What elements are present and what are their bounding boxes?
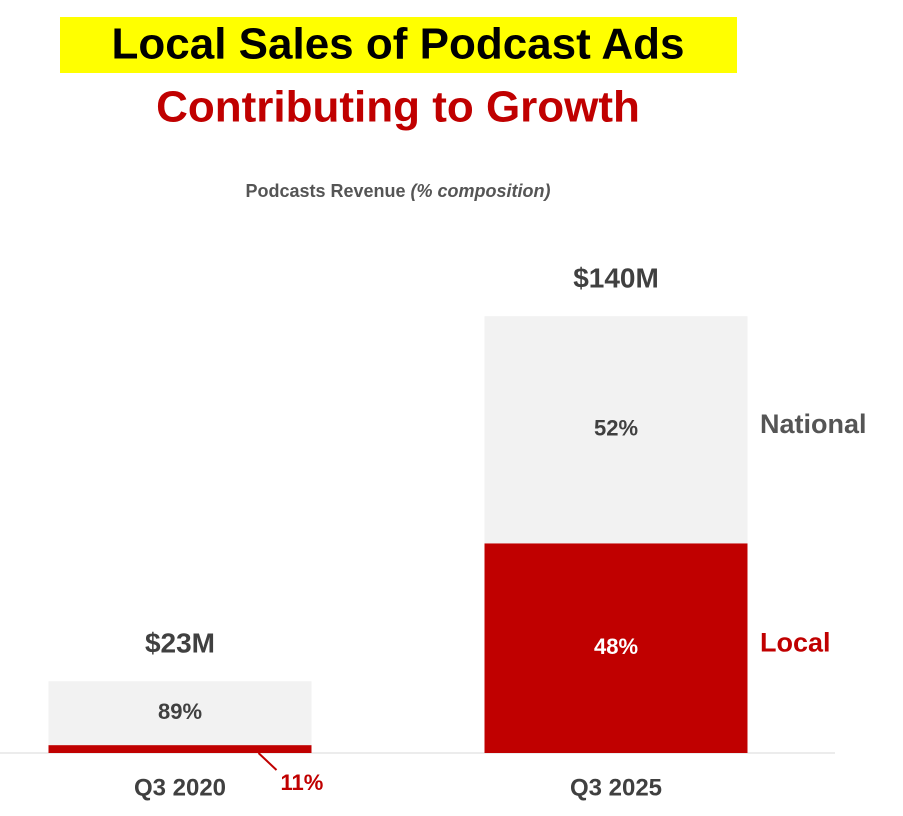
value-label: 11% (281, 770, 324, 795)
chart-label-note: (% composition) (411, 181, 551, 201)
total-label: $140M (573, 263, 659, 294)
bar-segment (48, 681, 312, 746)
chart-label-text: Podcasts Revenue (245, 181, 405, 201)
legend-label: Local (760, 627, 831, 657)
total-label: $23M (145, 628, 215, 659)
chart-subtitle: Contributing to Growth (156, 83, 640, 132)
bar-segment (484, 543, 748, 753)
title-highlight (60, 17, 737, 73)
value-label: 89% (158, 699, 202, 724)
leader-line (257, 752, 278, 771)
legend-label: National (760, 409, 867, 439)
value-label: 48% (594, 634, 638, 659)
bar-segment (48, 745, 312, 753)
x-tick-label: Q3 2020 (134, 774, 226, 801)
chart-title: Local Sales of Podcast Ads (112, 20, 685, 69)
x-tick-label: Q3 2025 (570, 774, 662, 801)
bar-segment (484, 316, 748, 544)
chart-label: Podcasts Revenue (% composition) (245, 181, 550, 201)
value-label: 52% (594, 416, 638, 441)
